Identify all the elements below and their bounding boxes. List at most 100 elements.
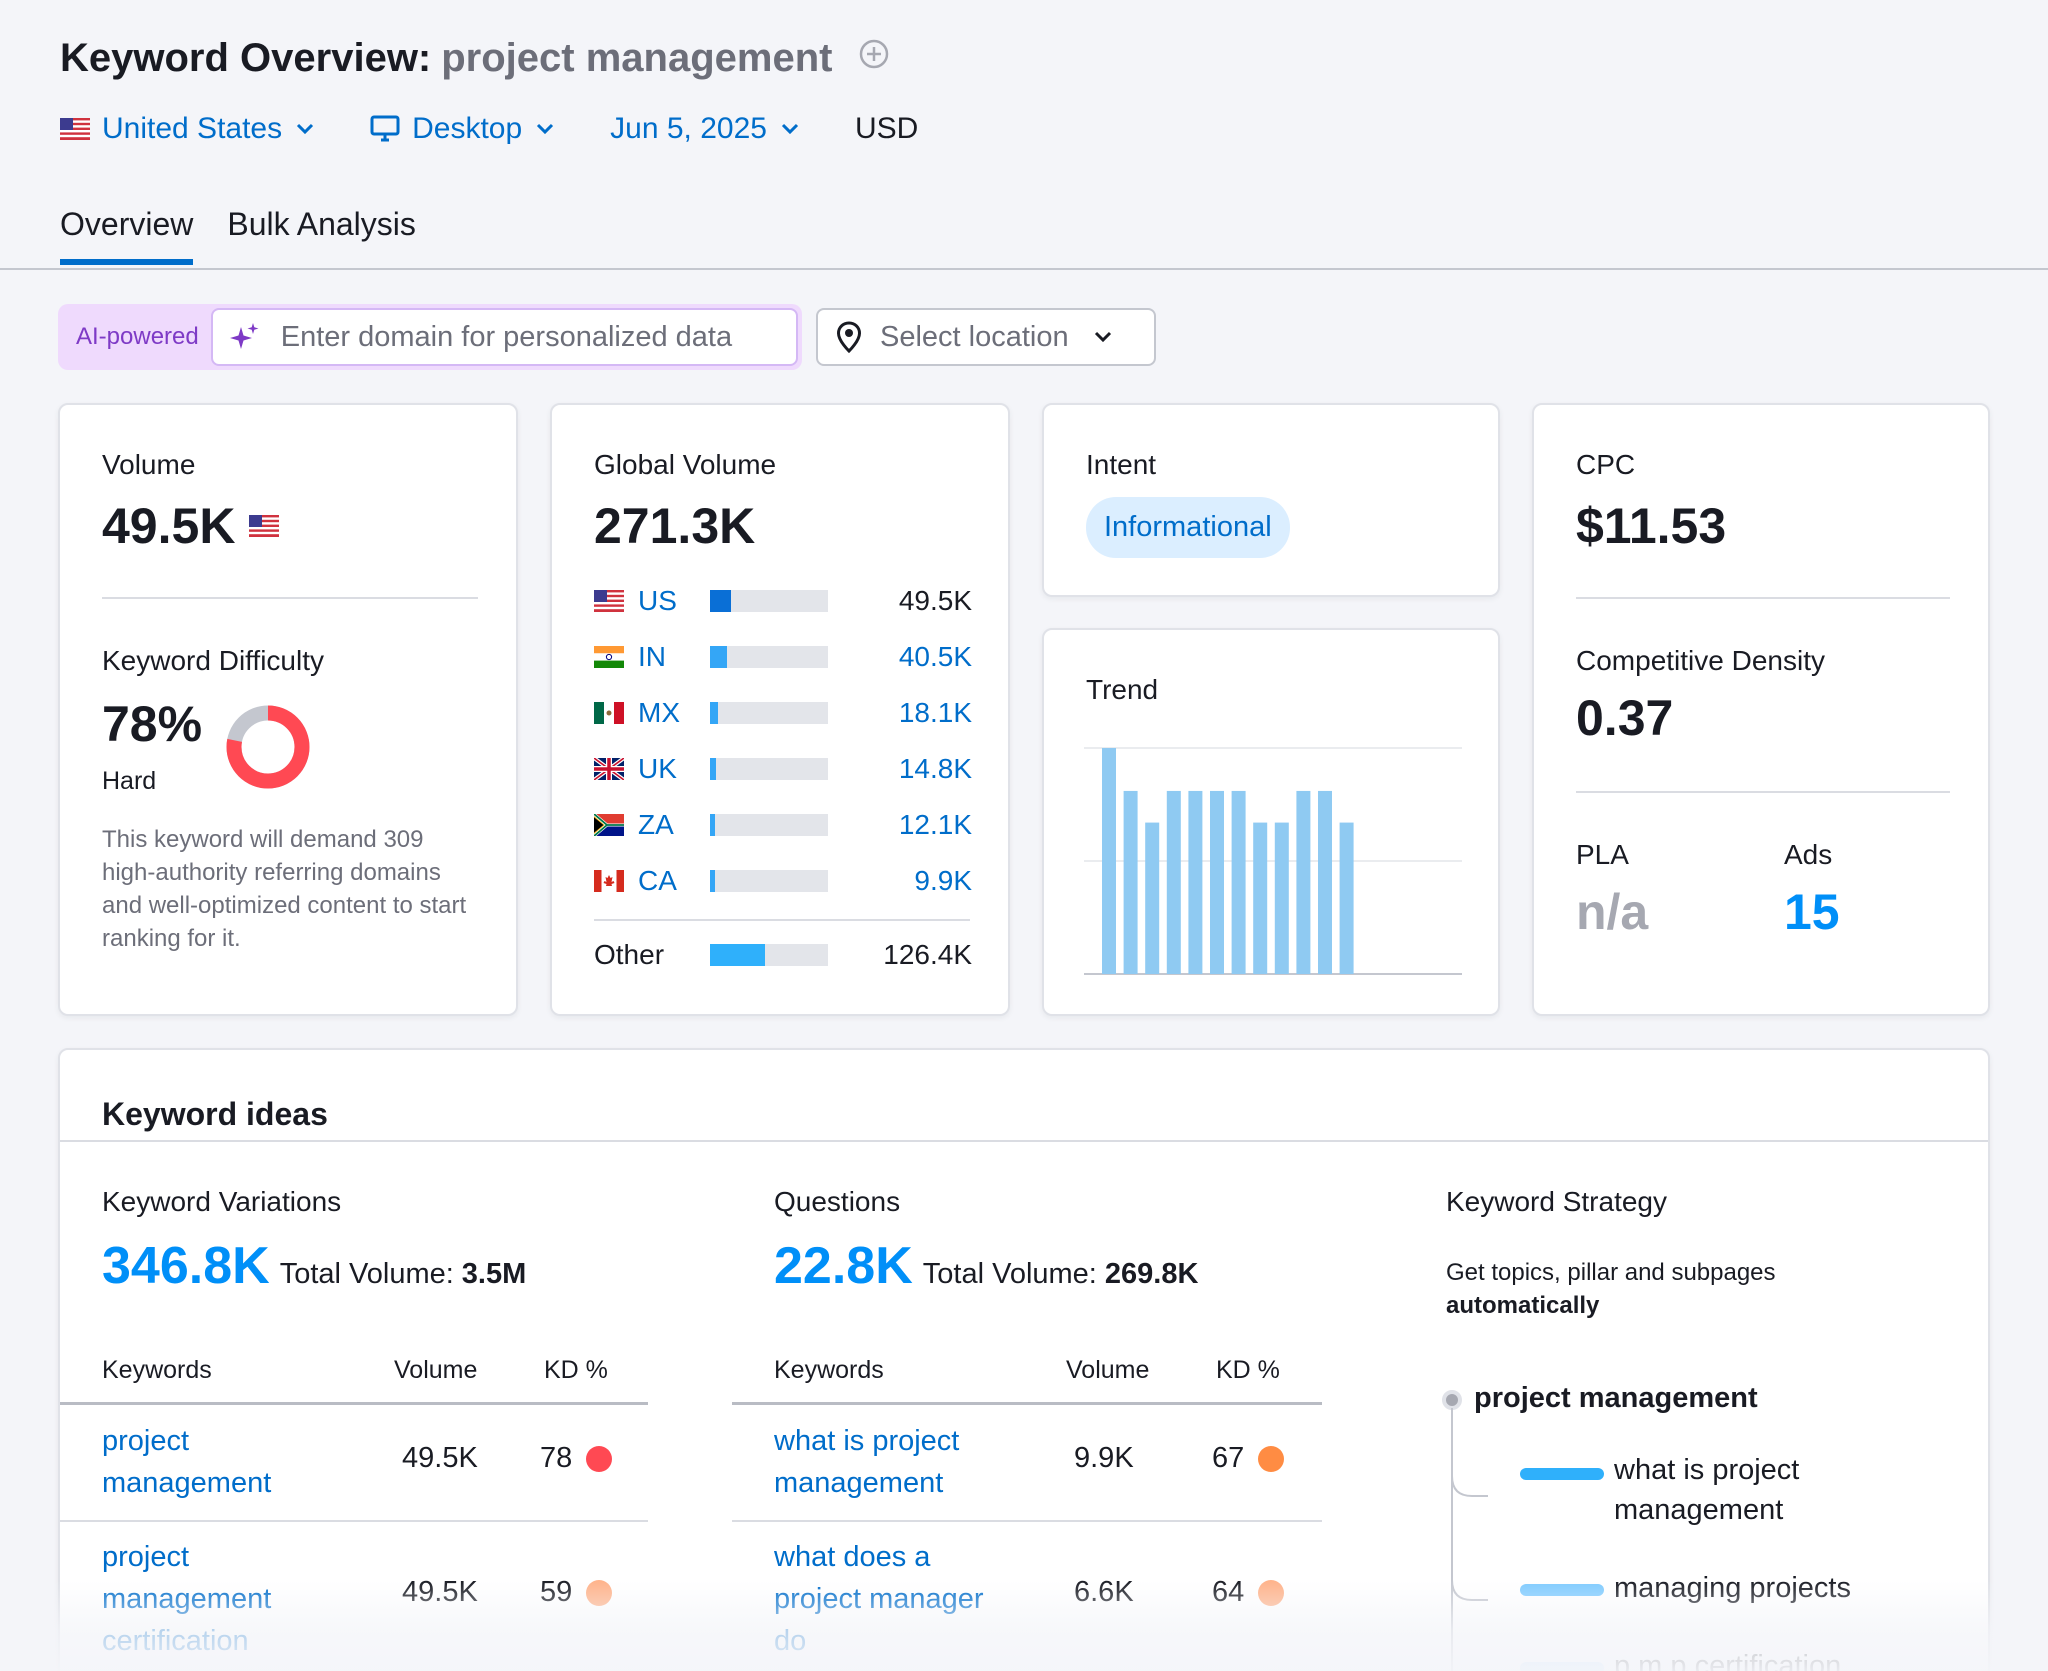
pla-value: n/a [1576,884,1649,940]
volume-label: Volume [102,449,196,480]
country-row-us[interactable]: US 49.5K [594,581,972,621]
country-row-ca[interactable]: CA 9.9K [594,861,972,901]
us-flag-icon [249,515,280,537]
page-title: Keyword Overview: project management [60,36,890,81]
global-volume-label: Global Volume [594,449,777,480]
trend-bar [1296,790,1311,974]
variations-summary: 346.8K Total Volume: 3.5M [102,1236,526,1296]
intent-card: Intent Informational [1042,403,1500,597]
device-selector[interactable]: Desktop [370,112,554,146]
tree-child-keyword[interactable]: managing projects [1614,1572,1851,1604]
section-divider [60,1140,1988,1142]
trend-bar [1274,822,1289,974]
india-flag-icon [594,646,624,668]
add-circle-icon[interactable] [858,35,890,80]
questions-label: Questions [774,1186,901,1217]
strategy-description: Get topics, pillar and subpages automati… [1446,1256,1886,1322]
trend-bar [1253,822,1268,974]
intent-badge[interactable]: Informational [1086,497,1290,558]
tree-root-keyword[interactable]: project management [1474,1382,1758,1414]
country-code: MX [638,697,680,728]
questions-count[interactable]: 22.8K [774,1237,913,1295]
table-row: what is project management 9.9K 67 [732,1420,1322,1520]
country-volume: 18.1K [898,697,972,728]
col-header-kd: KD % [1216,1356,1280,1384]
country-row-mx[interactable]: MX 18.1K [594,693,972,733]
trend-bar [1210,790,1224,974]
other-share-bar [710,944,828,966]
strategy-description-line: Get topics, pillar and subpages [1446,1259,1776,1286]
keyword-volume: 49.5K [402,1576,478,1608]
domain-input-placeholder: Enter domain for personalized data [280,320,733,353]
keyword-link[interactable]: what does a project manager do [774,1541,984,1657]
col-header-kd: KD % [544,1356,608,1384]
kd-description: This keyword will demand 309 high-author… [102,826,467,952]
variations-label: Keyword Variations [102,1186,342,1217]
country-share-bar [710,814,828,836]
volume-card: Volume 49.5K Keyword Difficulty 78% Hard… [58,403,518,1016]
card-divider [1576,791,1950,793]
location-select[interactable]: Select location [816,308,1156,366]
country-row-uk[interactable]: UK 14.8K [594,749,972,789]
keyword-link[interactable]: what is project management [774,1425,960,1499]
trend-bar [1188,790,1203,974]
global-volume-card: Global Volume 271.3K US 49.5K IN 40.5K M… [550,403,1010,1016]
keyword-link[interactable]: project management certification [102,1541,272,1657]
country-share-bar [710,646,828,668]
keyword-kd: 64 [1212,1576,1245,1608]
page-title-label: Keyword Overview: [60,36,432,80]
date-selector[interactable]: Jun 5, 2025 [610,112,799,146]
keyword-volume: 49.5K [402,1442,478,1474]
variations-count[interactable]: 346.8K [102,1237,270,1295]
country-row-in[interactable]: IN 40.5K [594,637,972,677]
device-label: Desktop [412,112,523,145]
keyword-link[interactable]: project management [102,1425,272,1499]
country-code: ZA [638,809,674,840]
keyword-kd: 67 [1212,1442,1245,1474]
card-divider [1576,597,1950,599]
variations-total-value: 3.5M [461,1258,527,1290]
pla-label: PLA [1576,839,1629,870]
country-code: US [638,585,677,616]
col-header-keywords: Keywords [774,1356,884,1384]
trend-bar [1339,822,1354,974]
col-header-keywords: Keywords [102,1356,212,1384]
other-volume: 126.4K [883,939,972,970]
kd-indicator-dot [586,1580,612,1606]
ai-powered-badge: AI-powered [76,323,199,350]
country-row-other: Other 126.4K [594,935,972,975]
ai-domain-search: AI-powered Enter domain for personalized… [58,304,802,370]
kd-indicator-dot [586,1446,612,1472]
country-share-bar [710,758,828,780]
tree-child-keyword[interactable]: what is project management [1614,1454,1800,1526]
mexico-flag-icon [594,702,624,724]
volume-value-row: 49.5K [102,497,280,555]
tab-bulk-analysis[interactable]: Bulk Analysis [227,206,416,242]
country-row-za[interactable]: ZA 12.1K [594,805,972,845]
tree-child-keyword[interactable]: p m p certification [1614,1650,1842,1671]
country-share-bar [710,590,828,612]
country-share-fill [710,758,716,780]
questions-total-label: Total Volume: [922,1258,1097,1290]
trend-card: Trend [1042,628,1500,1016]
tab-overview[interactable]: Overview [60,206,194,265]
uk-flag-icon [594,758,624,780]
tree-child-bar [1520,1662,1604,1671]
density-value: 0.37 [1576,690,1674,746]
location-placeholder: Select location [880,320,1069,353]
table-row: project management 49.5K 78 [60,1420,648,1520]
country-volume: 12.1K [898,809,972,840]
keyword-kd: 59 [540,1576,573,1608]
trend-bar-chart [1084,747,1462,975]
domain-input[interactable]: Enter domain for personalized data [210,308,798,366]
keyword-ideas-title: Keyword ideas [102,1096,328,1132]
country-selector[interactable]: United States [60,112,314,146]
date-label: Jun 5, 2025 [610,112,767,145]
tree-branch [1451,1408,1488,1497]
chevron-down-icon [781,123,799,135]
card-divider [594,919,970,921]
ads-value[interactable]: 15 [1784,884,1840,940]
country-share-fill [710,646,727,668]
cpc-value: $11.53 [1576,498,1727,554]
filter-bar: United States Desktop Jun 5, 2025 USD [60,112,974,146]
